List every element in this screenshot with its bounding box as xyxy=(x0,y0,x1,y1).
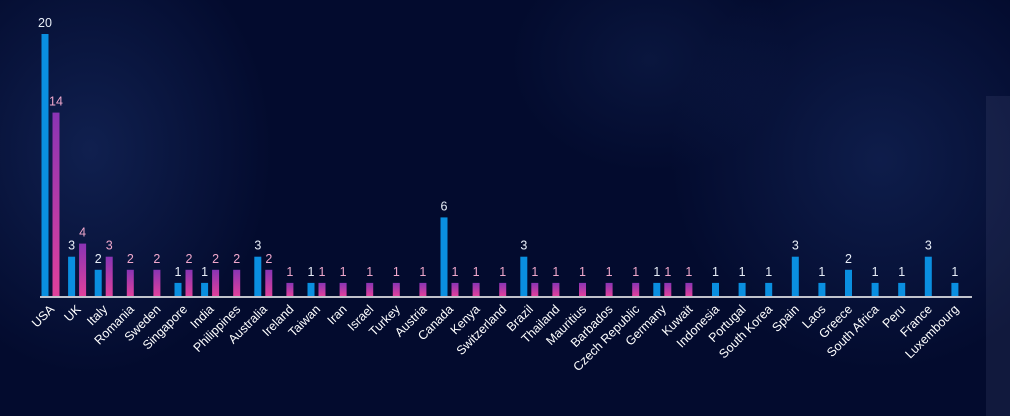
bar-series2-15 xyxy=(451,282,459,296)
value-label-series2-3: 2 xyxy=(127,252,134,266)
value-label-series2-13: 1 xyxy=(393,265,400,279)
value-label-series2-23: 1 xyxy=(664,265,671,279)
bar-series2-0 xyxy=(52,112,60,296)
bar-series2-6 xyxy=(212,269,220,296)
bar-series1-29 xyxy=(818,282,826,296)
value-label-series2-12: 1 xyxy=(366,265,373,279)
value-label-series1-10: 1 xyxy=(308,265,315,279)
value-label-series2-2: 3 xyxy=(106,239,113,253)
value-label-series1-6: 1 xyxy=(201,265,208,279)
value-label-series2-20: 1 xyxy=(579,265,586,279)
value-label-series1-18: 3 xyxy=(520,239,527,253)
value-label-series1-2: 2 xyxy=(95,252,102,266)
value-label-series2-16: 1 xyxy=(473,265,480,279)
bar-series1-31 xyxy=(871,282,879,296)
value-label-series2-7: 2 xyxy=(233,252,240,266)
bar-series2-17 xyxy=(499,282,507,296)
bar-series2-22 xyxy=(632,282,640,296)
x-axis-ticks: USA UK ItalyRomaniaSwedenSingaporeIndiaPhi… xyxy=(29,302,962,374)
x-tick-label-1: UK xyxy=(62,302,85,325)
value-label-series1-15: 6 xyxy=(441,199,448,213)
bar-series2-23 xyxy=(664,282,672,296)
bar-series1-0 xyxy=(41,34,49,296)
value-label-series1-23: 1 xyxy=(653,265,660,279)
x-tick-label-28: Spain xyxy=(769,302,802,335)
bar-series1-5 xyxy=(174,282,182,296)
bar-series1-6 xyxy=(201,282,209,296)
value-label-series1-8: 3 xyxy=(254,239,261,253)
bar-series1-15 xyxy=(440,217,448,296)
value-label-series1-1: 3 xyxy=(68,239,75,253)
bars-layer xyxy=(41,34,959,296)
bar-series2-8 xyxy=(265,269,273,296)
bar-series1-10 xyxy=(307,282,315,296)
bar-series2-1 xyxy=(79,243,87,296)
bar-series2-12 xyxy=(366,282,374,296)
side-panel-edge xyxy=(986,96,1010,416)
bar-series2-4 xyxy=(153,269,161,296)
value-label-series1-30: 2 xyxy=(845,252,852,266)
bar-series1-2 xyxy=(94,269,102,296)
value-label-series1-0: 20 xyxy=(38,16,52,30)
x-tick-label-0: USA xyxy=(29,302,58,331)
value-label-series2-11: 1 xyxy=(340,265,347,279)
value-label-series1-28: 3 xyxy=(792,239,799,253)
value-label-series1-5: 1 xyxy=(175,265,182,279)
value-label-series1-27: 1 xyxy=(765,265,772,279)
value-label-series2-5: 2 xyxy=(186,252,193,266)
value-label-series2-15: 1 xyxy=(452,265,459,279)
value-label-series2-19: 1 xyxy=(552,265,559,279)
value-label-series2-0: 14 xyxy=(49,95,63,109)
value-label-series2-14: 1 xyxy=(419,265,426,279)
value-label-series2-21: 1 xyxy=(606,265,613,279)
bar-series2-5 xyxy=(185,269,193,296)
bar-series2-21 xyxy=(605,282,613,296)
bar-series2-7 xyxy=(233,269,241,296)
bar-series2-10 xyxy=(318,282,326,296)
bar-series1-30 xyxy=(845,269,852,296)
bar-series1-34 xyxy=(951,282,959,296)
value-label-series2-4: 2 xyxy=(153,252,160,266)
bar-series2-20 xyxy=(579,282,586,296)
value-label-series1-31: 1 xyxy=(872,265,879,279)
value-label-series1-33: 3 xyxy=(925,239,932,253)
value-label-series2-22: 1 xyxy=(632,265,639,279)
bar-series1-1 xyxy=(68,256,76,296)
bar-series1-26 xyxy=(738,282,746,296)
value-label-series2-17: 1 xyxy=(499,265,506,279)
value-label-series2-1: 4 xyxy=(79,226,86,240)
bar-series1-25 xyxy=(712,282,719,296)
bar-series2-9 xyxy=(286,282,294,296)
value-label-series2-6: 2 xyxy=(212,252,219,266)
bar-series1-27 xyxy=(765,282,773,296)
value-label-series2-8: 2 xyxy=(265,252,272,266)
bar-series1-8 xyxy=(254,256,262,296)
value-label-series1-34: 1 xyxy=(951,265,958,279)
bar-series2-16 xyxy=(472,282,480,296)
value-label-series2-9: 1 xyxy=(286,265,293,279)
bar-series2-13 xyxy=(392,282,400,296)
value-label-series2-24: 1 xyxy=(685,265,692,279)
value-label-series1-32: 1 xyxy=(898,265,905,279)
value-label-series2-18: 1 xyxy=(531,265,538,279)
bar-series1-32 xyxy=(898,282,906,296)
value-label-series1-29: 1 xyxy=(818,265,825,279)
value-label-series2-10: 1 xyxy=(319,265,326,279)
bar-series2-2 xyxy=(105,256,113,296)
bar-series2-14 xyxy=(419,282,427,296)
bar-series1-18 xyxy=(520,256,528,296)
bar-series2-3 xyxy=(126,269,134,296)
bar-series1-23 xyxy=(653,282,661,296)
bar-series1-33 xyxy=(924,256,932,296)
bar-series2-11 xyxy=(339,282,347,296)
value-label-series1-25: 1 xyxy=(712,265,719,279)
bar-series1-28 xyxy=(791,256,799,296)
bar-series2-19 xyxy=(552,282,560,296)
bar-series2-18 xyxy=(531,282,539,296)
bar-series2-24 xyxy=(685,282,693,296)
value-label-series1-26: 1 xyxy=(739,265,746,279)
